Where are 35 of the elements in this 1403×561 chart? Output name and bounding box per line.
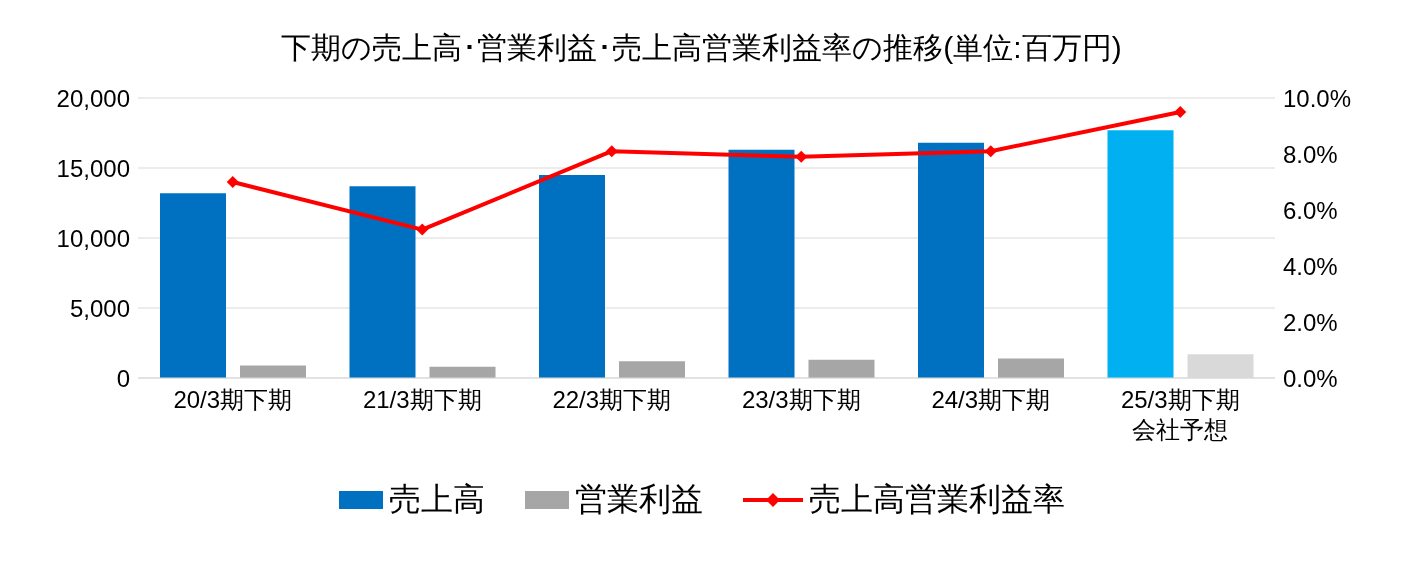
x-tick-label: 24/3期下期 — [931, 386, 1051, 413]
y2-tick-label: 8.0% — [1283, 140, 1338, 168]
point — [1174, 106, 1187, 118]
x-tick-label: 21/3期下期 — [362, 386, 482, 413]
chart-title: 下期の売上高･営業利益･売上高営業利益率の推移(単位:百万円) — [280, 30, 1123, 66]
y2-tick-label: 2.0% — [1283, 308, 1338, 336]
bar — [1107, 130, 1174, 378]
y-tick-label: 15,000 — [56, 154, 130, 182]
point — [226, 176, 239, 188]
y-tick-label: 10,000 — [56, 224, 130, 252]
bar — [728, 149, 795, 378]
point — [416, 223, 429, 236]
y-tick-label: 0 — [116, 364, 130, 392]
bar — [160, 193, 226, 378]
y2-tick-label: 10.0% — [1283, 84, 1352, 112]
x-tick-label: 23/3期下期 — [741, 386, 861, 413]
y2-tick-label: 4.0% — [1283, 252, 1338, 280]
x-tick-label: 20/3期下期 — [173, 386, 293, 413]
x-tick-label: 22/3期下期 — [552, 386, 672, 413]
legend-label: 営業利益 — [574, 480, 703, 519]
y2-tick-label: 0.0% — [1283, 364, 1338, 392]
y-tick-label: 5,000 — [69, 294, 130, 322]
x-tick-label: 25/3期下期会社予想 — [1120, 386, 1240, 443]
bar — [240, 365, 306, 378]
bar — [539, 175, 605, 378]
bar — [808, 359, 875, 378]
bar — [619, 361, 685, 378]
legend-label: 売上高 — [388, 480, 485, 519]
legend-label: 売上高営業利益率 — [808, 480, 1065, 519]
y-tick-label: 20,000 — [56, 84, 130, 112]
bar — [918, 142, 984, 378]
y2-tick-label: 6.0% — [1283, 196, 1338, 224]
point — [605, 145, 618, 158]
bar — [349, 186, 416, 378]
bar — [998, 358, 1064, 378]
